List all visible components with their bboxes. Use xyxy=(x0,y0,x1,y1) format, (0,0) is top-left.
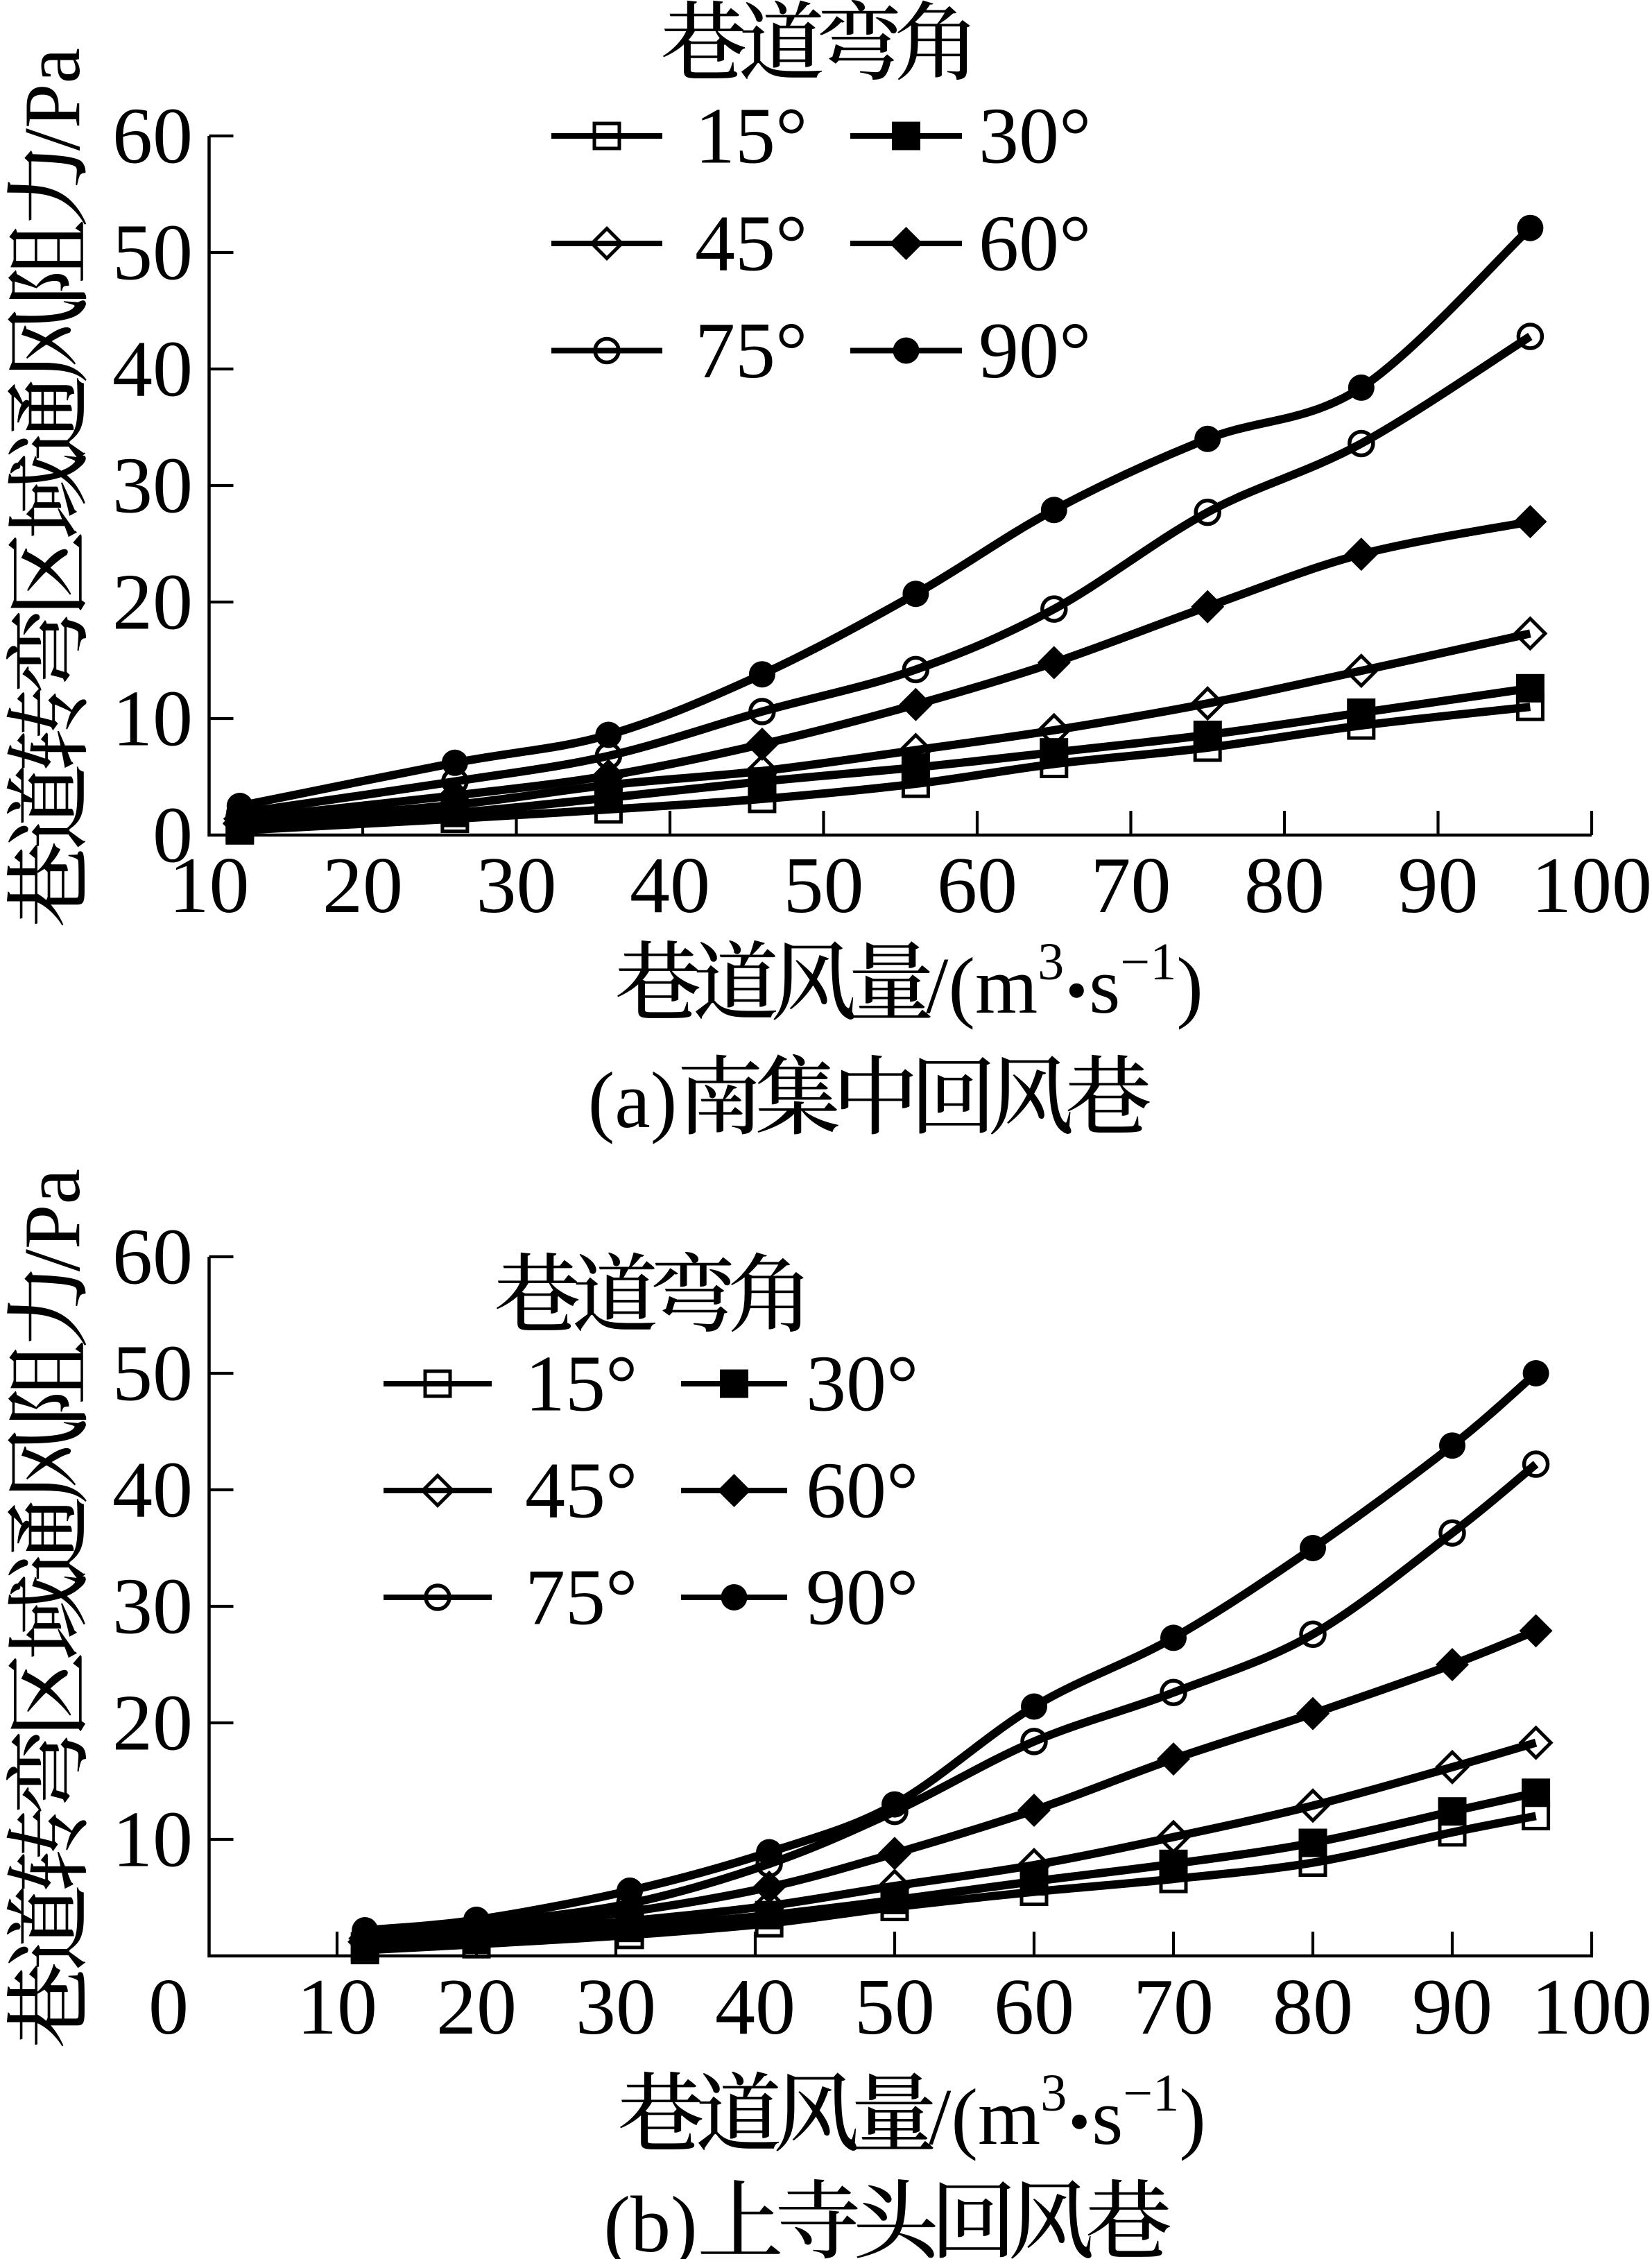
svg-text:60°: 60° xyxy=(979,199,1091,288)
svg-text:90: 90 xyxy=(1412,1963,1492,2052)
svg-text:30: 30 xyxy=(112,441,193,530)
svg-text:10: 10 xyxy=(112,1795,193,1884)
svg-text:45°: 45° xyxy=(695,199,807,288)
svg-text:0: 0 xyxy=(153,791,193,879)
svg-text:50: 50 xyxy=(112,1329,193,1418)
svg-text:70: 70 xyxy=(1133,1963,1214,2052)
svg-text:70: 70 xyxy=(1091,841,1171,930)
svg-text:50: 50 xyxy=(112,208,193,297)
svg-text:90: 90 xyxy=(1398,841,1479,930)
svg-text:50: 50 xyxy=(854,1963,935,2052)
svg-text:60: 60 xyxy=(994,1963,1074,2052)
svg-text:60: 60 xyxy=(937,841,1017,930)
svg-text:75°: 75° xyxy=(695,307,807,395)
svg-text:0: 0 xyxy=(148,1963,189,2052)
svg-text:10: 10 xyxy=(112,674,193,763)
svg-text:): ) xyxy=(1176,942,1203,1031)
svg-text:/Pa: /Pa xyxy=(8,48,97,151)
svg-text:/Pa: /Pa xyxy=(8,1169,97,1271)
svg-text:80: 80 xyxy=(1273,1963,1353,2052)
svg-text:90°: 90° xyxy=(806,1553,918,1642)
svg-text:60: 60 xyxy=(112,1212,193,1301)
svg-text:40: 40 xyxy=(715,1963,795,2052)
svg-text:80: 80 xyxy=(1244,841,1325,930)
svg-text:s: s xyxy=(1089,942,1120,1031)
svg-text:40: 40 xyxy=(112,1445,193,1534)
svg-text:(b): (b) xyxy=(603,2181,697,2259)
svg-text:30°: 30° xyxy=(806,1339,918,1428)
svg-text:20: 20 xyxy=(436,1963,517,2052)
svg-text:100: 100 xyxy=(1531,841,1652,930)
svg-text:30: 30 xyxy=(112,1562,193,1651)
svg-text:45°: 45° xyxy=(525,1446,637,1535)
svg-text:3: 3 xyxy=(1038,933,1064,991)
svg-text:40: 40 xyxy=(630,841,710,930)
svg-text:30: 30 xyxy=(476,841,557,930)
svg-text:−1: −1 xyxy=(1123,2064,1179,2122)
svg-text:60: 60 xyxy=(112,92,193,180)
svg-text:15°: 15° xyxy=(525,1339,637,1428)
svg-text:3: 3 xyxy=(1040,2064,1067,2122)
svg-text:90°: 90° xyxy=(979,307,1091,395)
svg-text:75°: 75° xyxy=(525,1553,637,1642)
svg-text:10: 10 xyxy=(297,1963,377,2052)
svg-text:40: 40 xyxy=(112,325,193,413)
svg-text:15°: 15° xyxy=(695,92,807,180)
svg-text:100: 100 xyxy=(1531,1963,1652,2052)
svg-text:60°: 60° xyxy=(806,1446,918,1535)
svg-text:20: 20 xyxy=(112,558,193,646)
svg-text:(a): (a) xyxy=(588,1056,678,1145)
svg-text:s: s xyxy=(1092,2073,1123,2162)
svg-text:/(m: /(m xyxy=(926,942,1038,1031)
svg-text:30°: 30° xyxy=(979,92,1091,180)
svg-text:/(m: /(m xyxy=(929,2073,1040,2162)
svg-text:): ) xyxy=(1179,2073,1206,2162)
svg-text:20: 20 xyxy=(112,1678,193,1767)
svg-text:10: 10 xyxy=(169,841,250,930)
svg-text:20: 20 xyxy=(322,841,403,930)
svg-text:50: 50 xyxy=(784,841,864,930)
svg-text:30: 30 xyxy=(576,1963,656,2052)
svg-text:−1: −1 xyxy=(1120,933,1176,991)
